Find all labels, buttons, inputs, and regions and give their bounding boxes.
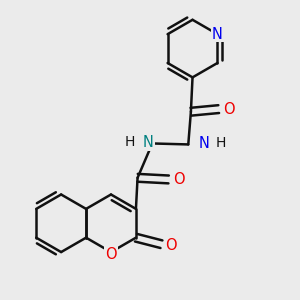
Text: O: O	[105, 247, 117, 262]
Text: H: H	[124, 136, 135, 149]
Text: O: O	[166, 238, 177, 253]
Text: O: O	[173, 172, 184, 187]
Text: H: H	[216, 136, 226, 151]
Text: N: N	[199, 136, 209, 151]
Text: N: N	[143, 135, 154, 150]
Text: N: N	[212, 27, 223, 42]
Text: O: O	[223, 102, 234, 117]
